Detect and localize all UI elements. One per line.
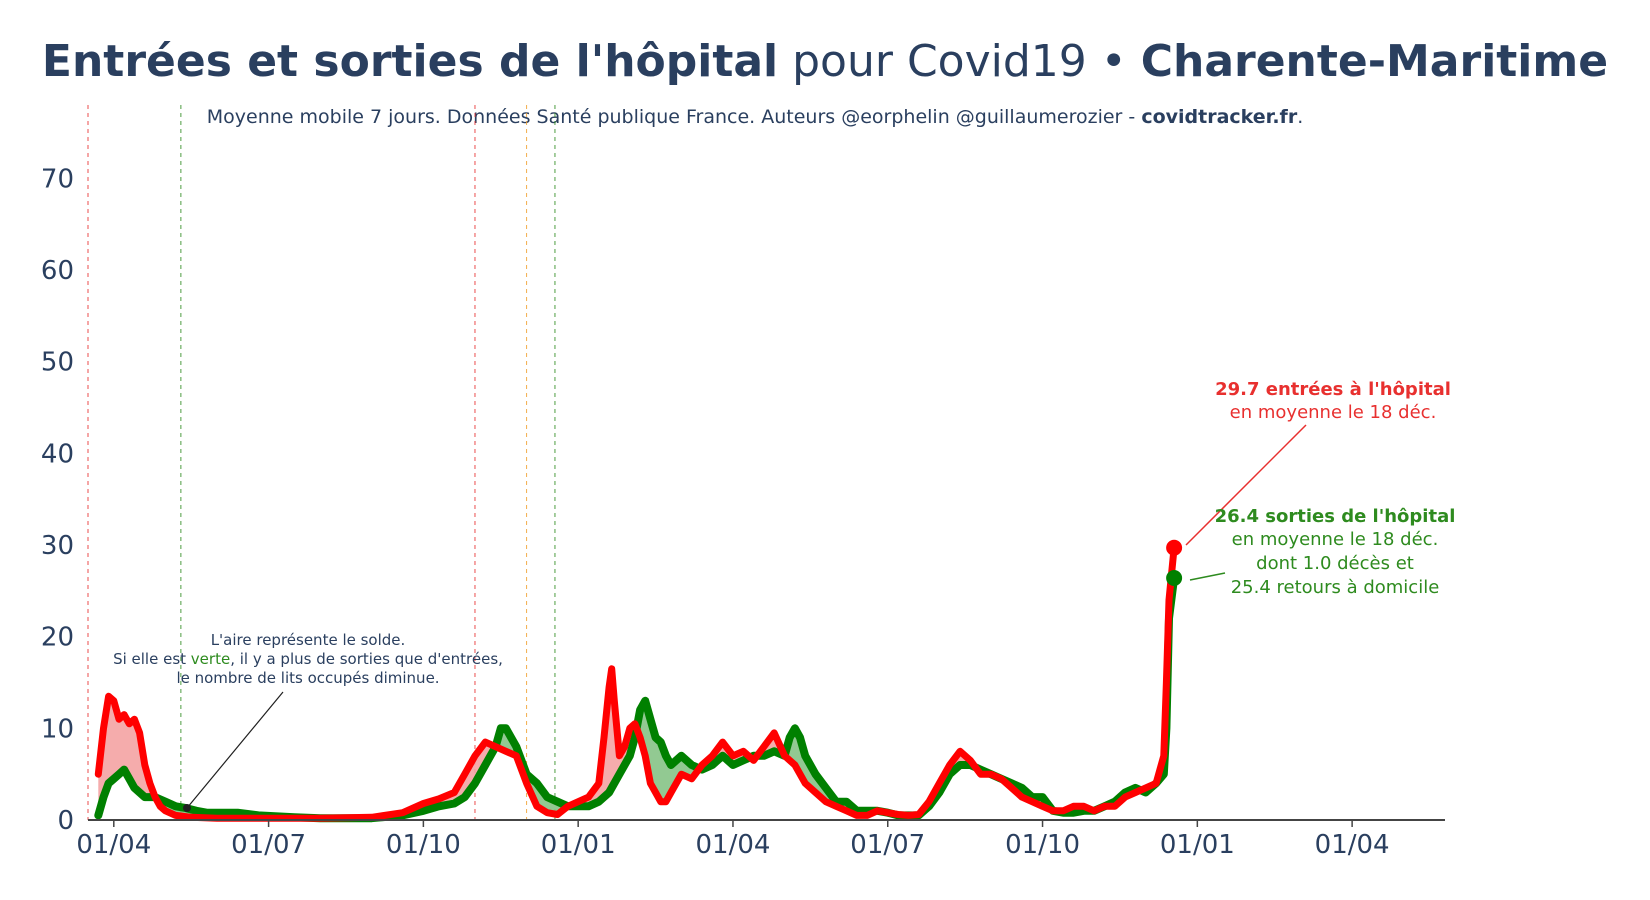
- y-tick-label-1: 10: [41, 714, 74, 744]
- reference-lines: [87, 105, 556, 820]
- y-tick-label-3: 30: [41, 531, 74, 561]
- area-annotation: L'aire représente le solde. Si elle est …: [113, 631, 503, 812]
- x-tick-label-5: 01/07: [850, 830, 925, 860]
- title-part-3: Charente-Maritime: [1141, 36, 1608, 87]
- series-line-sorties: [94, 574, 1179, 823]
- entries-annotation-arrow: [1185, 424, 1307, 546]
- chart-subtitle: Moyenne mobile 7 jours. Données Santé pu…: [207, 106, 1304, 128]
- exits-annotation-line-4: 25.4 retours à domicile: [1231, 577, 1440, 598]
- subtitle-part-1: Moyenne mobile 7 jours. Données Santé pu…: [207, 106, 1142, 128]
- chart-title: Entrées et sorties de l'hôpital pour Cov…: [42, 36, 1608, 87]
- y-tick-label-0: 0: [57, 806, 74, 836]
- subtitle-part-3: .: [1297, 106, 1303, 128]
- area-annotation-line-3: le nombre de lits occupés diminue.: [176, 669, 439, 687]
- subtitle-part-2: covidtracker.fr: [1141, 106, 1298, 128]
- y-tick-label-6: 60: [41, 256, 74, 286]
- x-tick-label-6: 01/10: [1005, 830, 1080, 860]
- series-line-entrees: [94, 544, 1178, 822]
- entries-annotation-line-2: en moyenne le 18 déc.: [1230, 402, 1437, 423]
- area-annotation-arrow: [186, 691, 284, 809]
- y-axis: 0 10 20 30 40 50 60 70: [41, 164, 74, 836]
- x-tick-label-3: 01/01: [541, 830, 616, 860]
- x-tick-label-4: 01/04: [695, 830, 770, 860]
- exits-annotation-line-2: en moyenne le 18 déc.: [1232, 529, 1439, 550]
- end-marker-entrees: [1166, 539, 1183, 556]
- series-lines: [94, 544, 1179, 823]
- x-axis: 01/04 01/07 01/10 01/01 01/04 01/07 01/10 01/01…: [76, 819, 1445, 860]
- exits-annotation-line-3: dont 1.0 décès et: [1256, 553, 1414, 574]
- y-tick-label-4: 40: [41, 439, 74, 469]
- y-tick-label-7: 70: [41, 164, 74, 194]
- area-annotation-line-2a: Si elle est: [113, 650, 191, 668]
- balance-area-0: [98, 696, 154, 816]
- y-tick-label-5: 50: [41, 348, 74, 378]
- area-annotation-line-2: Si elle est verte, il y a plus de sortie…: [113, 650, 503, 668]
- x-tick-label-1: 01/07: [231, 830, 306, 860]
- x-tick-label-8: 01/04: [1315, 830, 1390, 860]
- exits-annotation-line-1: 26.4 sorties de l'hôpital: [1215, 506, 1456, 527]
- end-marker-sorties: [1166, 570, 1183, 586]
- x-tick-label-2: 01/10: [386, 830, 461, 860]
- exits-annotation: 26.4 sorties de l'hôpital en moyenne le …: [1189, 506, 1456, 598]
- entries-annotation-line-1: 29.7 entrées à l'hôpital: [1215, 379, 1451, 400]
- entries-annotation: 29.7 entrées à l'hôpital en moyenne le 1…: [1185, 379, 1451, 546]
- area-annotation-arrowhead: [183, 804, 191, 812]
- end-markers: [1166, 539, 1183, 586]
- balance-area-2: [320, 742, 496, 819]
- x-tick-label-7: 01/01: [1160, 830, 1235, 860]
- title-part-2: pour Covid19 •: [778, 36, 1141, 87]
- x-tick-label-0: 01/04: [76, 830, 151, 860]
- area-annotation-line-2b: verte: [191, 650, 230, 668]
- area-annotation-line-1: L'aire représente le solde.: [211, 631, 406, 649]
- y-tick-label-2: 20: [41, 623, 74, 653]
- exits-annotation-arrow: [1189, 572, 1226, 581]
- area-annotation-line-2c: , il y a plus de sorties que d'entrées,: [230, 650, 503, 668]
- title-part-1: Entrées et sorties de l'hôpital: [42, 36, 778, 87]
